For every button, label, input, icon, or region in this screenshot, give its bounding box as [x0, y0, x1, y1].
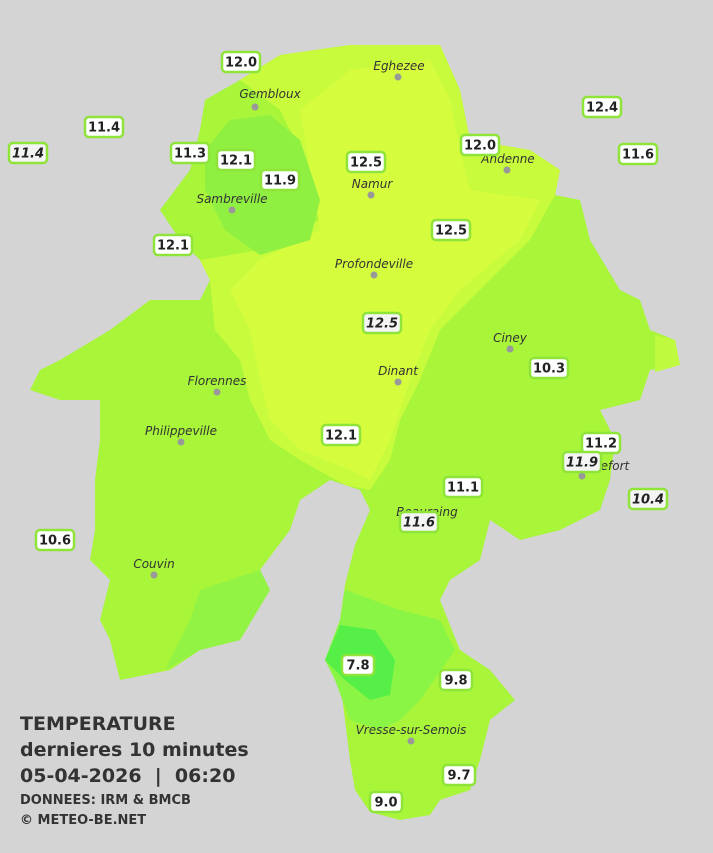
station-box [398, 510, 440, 534]
station-value: 12.0 [225, 56, 257, 71]
station-box [7, 141, 49, 165]
station-box [627, 487, 669, 511]
station-value: 12.1 [157, 239, 189, 254]
station-value: 11.4 [88, 121, 120, 136]
station-box [220, 50, 262, 74]
station-value: 12.1 [325, 429, 357, 444]
station-box [441, 763, 477, 787]
station-box [345, 150, 387, 174]
city-label: Florennes [188, 374, 247, 388]
city-dot [251, 103, 259, 111]
city-label: Gembloux [239, 87, 301, 101]
station-value: 12.5 [366, 317, 398, 332]
city-dot [578, 472, 586, 480]
station-value: 11.9 [264, 174, 296, 189]
city-label: Philippeville [145, 424, 217, 438]
city-label: Ciney [493, 331, 528, 345]
station-value: 7.8 [346, 659, 369, 674]
city-dot [506, 345, 514, 353]
mid-zone [230, 60, 540, 480]
station-value: 10.4 [632, 493, 664, 508]
station-box [259, 168, 301, 192]
city-label: Sambreville [196, 192, 267, 206]
station-value: 11.4 [12, 147, 44, 162]
station-box [340, 653, 376, 677]
copyright: © METEO-BE.NET [20, 813, 146, 828]
station-value: 10.6 [39, 534, 71, 549]
station-value: 12.4 [586, 101, 618, 116]
station-box [459, 133, 501, 157]
station-value: 11.1 [447, 481, 479, 496]
city-dot [394, 378, 402, 386]
station-box [528, 356, 570, 380]
station-box [361, 311, 403, 335]
station-box [34, 528, 76, 552]
station-value: 12.1 [220, 154, 252, 169]
station-value: 11.6 [622, 148, 654, 163]
station-value: 12.5 [435, 224, 467, 239]
city-dot [213, 388, 221, 396]
station-value: 9.0 [374, 796, 397, 811]
station-value: 11.9 [566, 456, 598, 471]
station-box [320, 423, 362, 447]
city-label: Profondeville [335, 257, 413, 271]
city-dot [228, 206, 236, 214]
city-dot [150, 571, 158, 579]
station-box [169, 141, 211, 165]
station-box [83, 115, 125, 139]
city-dot [177, 438, 185, 446]
station-box [368, 790, 404, 814]
station-value: 9.8 [444, 674, 467, 689]
station-value: 12.0 [464, 139, 496, 154]
station-box [581, 95, 623, 119]
subtitle: dernieres 10 minutes [20, 739, 249, 761]
city-dot [407, 737, 415, 745]
station-box [215, 148, 257, 172]
station-box [561, 450, 603, 474]
station-box [442, 475, 484, 499]
city-dot [370, 271, 378, 279]
city-label: Dinant [378, 364, 419, 378]
station-box [617, 142, 659, 166]
city-dot [367, 191, 375, 199]
city-label: Couvin [133, 557, 174, 571]
city-label: Namur [352, 177, 394, 191]
timestamp: 05-04-2026 | 06:20 [20, 765, 235, 787]
station-value: 11.2 [585, 437, 617, 452]
station-value: 10.3 [533, 362, 565, 377]
city-label: Eghezee [373, 59, 424, 73]
station-box [438, 668, 474, 692]
station-value: 11.6 [403, 516, 435, 531]
source: DONNEES: IRM & BMCB [20, 793, 191, 808]
station-box [430, 218, 472, 242]
station-value: 12.5 [350, 156, 382, 171]
title-block: TEMPERATURE dernieres 10 minutes 05-04-2… [20, 713, 249, 828]
station-value: 9.7 [447, 769, 470, 784]
city-dot [503, 166, 511, 174]
title: TEMPERATURE [20, 713, 176, 735]
city-dot [394, 73, 402, 81]
city-label: Vresse-sur-Semois [356, 723, 467, 737]
station-box [152, 233, 194, 257]
east-zone [655, 335, 680, 372]
south-west-zone [165, 570, 270, 670]
station-value: 11.3 [174, 147, 206, 162]
